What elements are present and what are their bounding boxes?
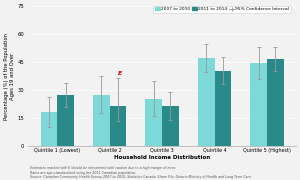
Bar bbox=[250, 63, 267, 146]
X-axis label: Household Income Distribution: Household Income Distribution bbox=[114, 155, 210, 160]
Bar bbox=[93, 95, 110, 146]
Bar bbox=[110, 106, 127, 146]
Text: E: E bbox=[118, 71, 122, 76]
Bar bbox=[57, 95, 74, 146]
Legend: 2007 to 2010, 2011 to 2014, 95% Confidence Interval: 2007 to 2010, 2011 to 2014, 95% Confiden… bbox=[153, 6, 291, 13]
Text: Estimates marked with E should be interpreted with caution due to a high margin : Estimates marked with E should be interp… bbox=[30, 166, 252, 179]
Bar bbox=[145, 99, 162, 146]
Y-axis label: Percentage (%) of the Population
Ages 19 and Over: Percentage (%) of the Population Ages 19… bbox=[4, 33, 15, 120]
Bar bbox=[40, 112, 57, 146]
Bar bbox=[214, 71, 231, 146]
Bar bbox=[162, 106, 179, 146]
Bar bbox=[198, 58, 214, 146]
Bar bbox=[267, 59, 284, 146]
